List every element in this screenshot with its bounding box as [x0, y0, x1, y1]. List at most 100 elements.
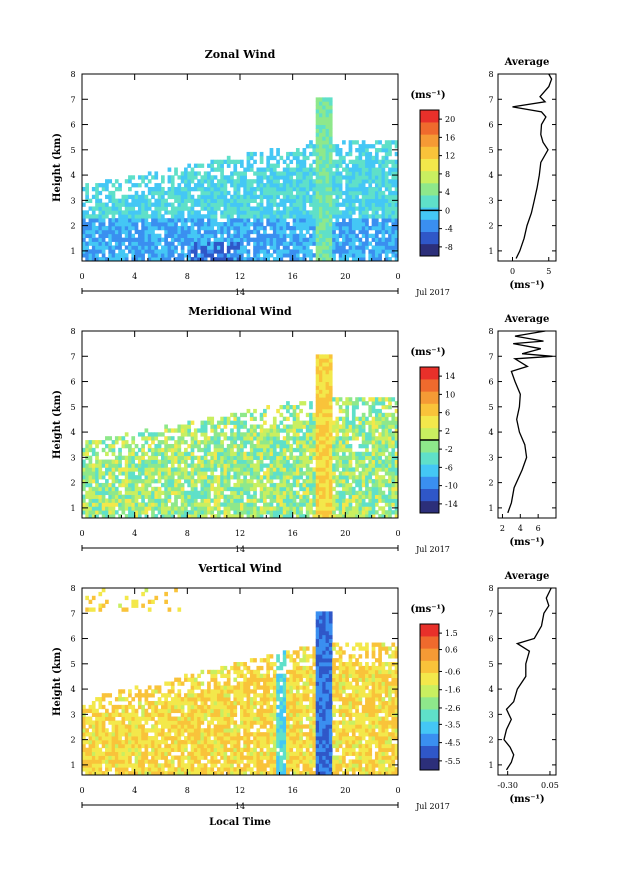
heatmap-cell [91, 747, 96, 753]
heatmap-cell [180, 202, 185, 207]
heatmap-cell [322, 373, 326, 379]
heatmap-cell [131, 724, 136, 729]
heatmap-cell [263, 241, 267, 246]
heatmap-cell [207, 510, 211, 515]
heatmap-cell [263, 486, 267, 492]
heatmap-cell [365, 479, 369, 484]
heatmap-cell [325, 109, 330, 114]
heatmap-cell [272, 506, 277, 511]
heatmap-cell [223, 494, 228, 499]
heatmap-cell [345, 401, 350, 406]
heatmap-cell [128, 759, 132, 764]
heatmap-cell [180, 249, 185, 254]
heatmap-cell [200, 233, 205, 239]
heatmap-cell [111, 214, 116, 219]
heatmap-cell [351, 506, 356, 511]
heatmap-cell [351, 494, 356, 499]
heatmap-cell [101, 743, 106, 749]
heatmap-cell [292, 455, 297, 460]
heatmap-cell [332, 175, 336, 180]
heatmap-cell [151, 241, 155, 246]
heatmap-cell [381, 175, 386, 180]
heatmap-cell [328, 405, 333, 410]
heatmap-cell [167, 186, 172, 192]
heatmap-cell [220, 455, 224, 460]
heatmap-cell [128, 490, 132, 496]
heatmap-cell [365, 245, 369, 250]
heatmap-cell [325, 412, 330, 418]
heatmap-cell [312, 241, 317, 246]
heatmap-cell [233, 257, 238, 262]
heatmap-cell [124, 471, 129, 476]
heatmap-cell [147, 186, 152, 192]
heatmap-cell [141, 743, 145, 749]
heatmap-cell [151, 475, 155, 480]
heatmap-cell [164, 253, 168, 258]
heatmap-cell [226, 459, 231, 464]
heatmap-cell [246, 490, 251, 496]
heatmap-cell [154, 190, 159, 196]
heatmap-cell [193, 198, 198, 203]
heatmap-cell [282, 206, 287, 211]
heatmap-cell [134, 751, 139, 756]
heatmap-cell [141, 459, 145, 464]
heatmap-cell [216, 198, 221, 203]
heatmap-cell [108, 233, 113, 239]
heatmap-cell [378, 463, 382, 468]
heatmap-cell [147, 494, 152, 499]
heatmap-cell [338, 436, 343, 441]
average-x-tick-label: 0 [510, 267, 515, 276]
heatmap-cell [384, 163, 389, 168]
heatmap-cell [388, 498, 392, 503]
heatmap-cell [368, 455, 373, 460]
heatmap-cell [216, 475, 221, 480]
heatmap-cell [381, 397, 386, 402]
heatmap-cell [118, 455, 122, 460]
heatmap-cell [322, 237, 326, 242]
heatmap-cell [286, 510, 290, 515]
heatmap-cell [210, 486, 215, 492]
heatmap-cell [230, 233, 234, 239]
heatmap-cell [131, 253, 136, 258]
heatmap-cell [272, 155, 277, 161]
heatmap-cell [342, 233, 346, 239]
heatmap-cell [351, 490, 356, 496]
heatmap-cell [259, 424, 264, 429]
heatmap-cell [279, 502, 284, 507]
heatmap-cell [319, 366, 323, 371]
heatmap-cell [184, 198, 188, 203]
heatmap-cell [388, 510, 392, 515]
heatmap-cell [381, 506, 386, 511]
heatmap-cell [82, 245, 86, 250]
heatmap-cell [272, 183, 277, 188]
heatmap-cell [249, 502, 254, 507]
heatmap-cell [128, 175, 132, 180]
heatmap-cell [332, 514, 336, 519]
heatmap-cell [161, 225, 165, 231]
heatmap-cell [315, 202, 320, 207]
heatmap-cell [131, 225, 136, 231]
heatmap-cell [381, 416, 386, 422]
heatmap-cell [134, 241, 139, 246]
heatmap-cell [361, 148, 366, 153]
heatmap-cell [312, 253, 317, 258]
heatmap-cell [207, 245, 211, 250]
heatmap-cell [95, 510, 99, 515]
heatmap-cell [223, 463, 228, 468]
heatmap-cell [105, 759, 109, 764]
heatmap-cell [230, 210, 234, 215]
heatmap-cell [180, 428, 185, 433]
heatmap-cell [272, 198, 277, 203]
heatmap-cell [289, 412, 294, 418]
heatmap-cell [368, 163, 373, 168]
heatmap-cell [249, 198, 254, 203]
heatmap-cell [82, 233, 86, 239]
heatmap-cell [391, 471, 396, 476]
heatmap-cell [236, 471, 241, 476]
heatmap-cell [322, 116, 326, 122]
heatmap-cell [147, 490, 152, 496]
heatmap-cell [256, 206, 261, 211]
heatmap-cell [223, 194, 228, 200]
heatmap-cell [88, 225, 93, 231]
heatmap-cell [388, 194, 392, 200]
